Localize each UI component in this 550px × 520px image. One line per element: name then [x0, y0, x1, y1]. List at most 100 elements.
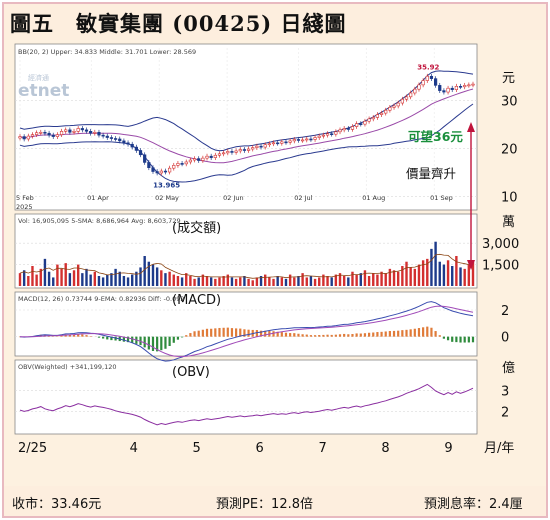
candle-body	[168, 167, 172, 173]
volume-bar	[347, 277, 350, 286]
candle-body	[375, 114, 380, 118]
macd-histogram-bar	[122, 336, 125, 342]
volume-bar	[455, 256, 458, 286]
price-date-tick: 02 Jun	[223, 194, 244, 202]
volume-bar	[376, 274, 379, 286]
macd-histogram-bar	[326, 334, 329, 337]
month-axis-label: 5	[193, 441, 201, 456]
volume-bar	[56, 264, 59, 286]
volume-bar	[114, 268, 117, 286]
volume-bar	[243, 276, 246, 286]
month-axis-label: 8	[381, 441, 389, 456]
candle-body	[134, 146, 138, 151]
volume-bar	[338, 273, 342, 286]
annotation-arrow-head-bottom	[467, 260, 475, 270]
candle-body	[59, 131, 64, 135]
macd-histogram-bar	[305, 334, 308, 337]
candle-body	[346, 128, 350, 130]
obv-tick-label: 3	[501, 385, 509, 400]
macd-histogram-bar	[343, 333, 346, 337]
macd-histogram-bar	[106, 336, 109, 340]
footer-close-price: 收市：33.46元	[12, 497, 102, 512]
candle-body	[35, 132, 39, 135]
volume-bar	[122, 276, 126, 286]
annotation-volume-price: 價量齊升	[406, 166, 456, 181]
candle-body	[442, 90, 446, 93]
candle-body	[471, 83, 475, 86]
macd-histogram-bar	[409, 329, 412, 337]
macd-histogram-bar	[422, 327, 425, 337]
candle-body	[113, 138, 118, 140]
volume-bar	[27, 276, 30, 286]
macd-histogram-bar	[147, 336, 150, 350]
candle-body	[463, 85, 467, 88]
volume-bar	[106, 274, 109, 286]
candle-body	[359, 123, 363, 125]
volume-bar	[301, 273, 304, 286]
macd-histogram-bar	[413, 328, 416, 337]
volume-bar	[201, 274, 205, 286]
candle-body	[93, 131, 97, 134]
candle-body	[342, 128, 346, 131]
volume-bar	[372, 273, 375, 286]
macd-histogram-bar	[309, 335, 313, 337]
candle-body	[251, 147, 255, 150]
volume-bar	[268, 277, 271, 286]
volume-bar	[463, 268, 466, 286]
volume-sma-line	[19, 253, 474, 279]
macd-histogram-bar	[301, 334, 304, 337]
candle-body	[172, 165, 176, 169]
macd-histogram-bar	[235, 328, 238, 337]
volume-bar	[409, 267, 412, 286]
obv-panel-label: (OBV)	[172, 365, 210, 380]
macd-histogram-bar	[397, 330, 400, 337]
volume-bar	[342, 276, 346, 286]
candle-body	[163, 170, 168, 173]
volume-bar	[442, 264, 446, 286]
volume-bar	[31, 266, 34, 286]
candle-body	[321, 134, 325, 137]
volume-bar	[430, 248, 433, 286]
candle-body	[446, 87, 450, 93]
volume-bar	[97, 276, 101, 286]
candle-body	[238, 149, 242, 152]
volume-bar	[459, 267, 462, 286]
macd-histogram-bar	[68, 334, 71, 337]
volume-bar	[39, 268, 42, 286]
volume-bar	[47, 271, 51, 286]
macd-histogram-bar	[359, 333, 362, 337]
macd-histogram-bar	[426, 326, 429, 337]
volume-bar	[446, 260, 450, 286]
volume-bar	[334, 274, 338, 286]
macd-histogram-bar	[467, 336, 470, 343]
volume-bar	[426, 258, 429, 286]
candle-body	[425, 75, 429, 81]
volume-bar	[209, 277, 213, 286]
macd-histogram-bar	[222, 327, 225, 337]
volume-bar	[60, 268, 63, 286]
volume-bar	[330, 277, 333, 286]
macd-histogram-bar	[180, 336, 184, 338]
volume-bar	[276, 276, 279, 286]
volume-bar	[197, 277, 200, 286]
macd-histogram-bar	[218, 327, 221, 337]
candle-body	[188, 159, 192, 163]
price-panel	[14, 43, 478, 211]
candle-body	[392, 105, 396, 108]
macd-histogram-bar	[293, 333, 296, 337]
footer-forecast-yield: 預測息率：2.4厘	[424, 497, 523, 512]
volume-bar	[176, 276, 180, 286]
macd-histogram-bar	[392, 330, 396, 337]
etnet-logo-word: etnet	[18, 81, 69, 101]
volume-bar	[259, 276, 263, 286]
macd-histogram-bar	[417, 328, 421, 337]
year-label: 2025	[16, 203, 33, 211]
candle-body	[72, 131, 76, 133]
candle-body	[39, 131, 43, 134]
candle-body	[330, 133, 334, 136]
volume-bar	[93, 271, 97, 286]
volume-bar	[214, 278, 217, 286]
macd-histogram-bar	[313, 335, 317, 337]
volume-bar	[434, 241, 437, 286]
volume-unit-label: 萬	[502, 215, 515, 230]
